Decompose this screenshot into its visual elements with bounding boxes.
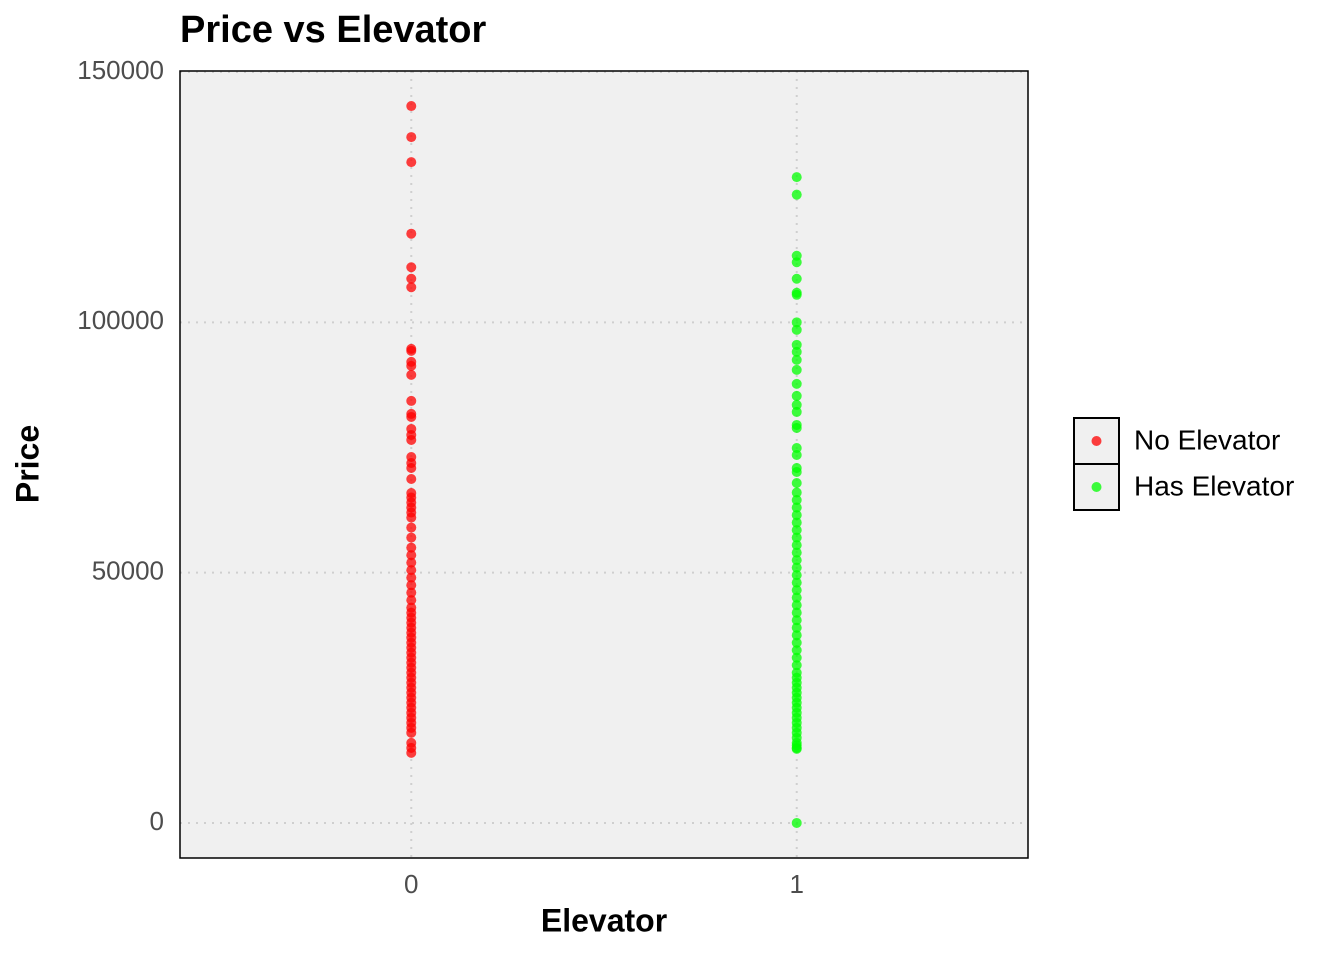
point [791,630,802,641]
point [406,262,417,273]
point [791,487,802,498]
point [791,532,802,543]
point [791,570,802,581]
point [791,817,802,828]
point [406,595,417,606]
point [791,495,802,506]
point [791,540,802,551]
plot-border [179,70,1029,859]
point [406,273,417,284]
point [791,660,802,671]
point [406,572,417,583]
x-axis-label: Elevator [541,902,667,938]
point [406,157,417,168]
point [406,565,417,576]
legend-marker [1091,482,1102,492]
point [791,592,802,603]
point [406,434,417,445]
point [791,510,802,521]
point [791,607,802,618]
point [406,550,417,561]
y-tick-label: 100000 [77,305,164,335]
legend-label: Has Elevator [1134,470,1294,501]
x-tick-label: 0 [404,869,418,899]
point [406,522,417,533]
point [791,562,802,573]
point [406,411,417,422]
point [791,622,802,633]
y-tick-label: 0 [150,806,164,836]
point [791,449,802,460]
point [406,532,417,543]
point [791,525,802,536]
point [406,474,417,485]
point [791,645,802,656]
point [791,743,802,754]
point [791,354,802,365]
point [406,360,417,371]
point [791,478,802,489]
point [791,257,802,268]
point [406,395,417,406]
point [406,747,417,758]
y-axis-label: Price [9,425,45,503]
point [791,502,802,513]
point [791,600,802,611]
point [406,542,417,553]
point [791,339,802,350]
point [406,580,417,591]
point [791,406,802,417]
point [791,172,802,183]
point [791,390,802,401]
point [406,282,417,293]
point [406,587,417,598]
point [791,517,802,528]
y-tick-label: 50000 [92,556,164,586]
x-tick-label: 1 [789,869,803,899]
point [791,364,802,375]
chart-title: Price vs Elevator [180,9,487,51]
point [791,547,802,558]
point [791,555,802,566]
point [791,615,802,626]
point [791,189,802,200]
y-tick-label: 150000 [77,55,164,85]
point [791,346,802,357]
point [791,467,802,478]
point [791,422,802,433]
legend-label: No Elevator [1134,424,1280,455]
point [791,637,802,648]
point [791,324,802,335]
point [791,442,802,453]
point [791,273,802,284]
point [791,289,802,300]
point [791,399,802,410]
plot-background [180,71,1028,858]
point [406,369,417,380]
point [406,132,417,143]
point [406,512,417,523]
point [791,652,802,663]
point [406,101,417,112]
point [791,577,802,588]
point [406,557,417,568]
legend-marker [1091,436,1102,446]
point [791,317,802,328]
point [406,228,417,239]
point [406,727,417,738]
point [791,378,802,389]
point [406,463,417,474]
point [791,585,802,596]
point [406,345,417,356]
